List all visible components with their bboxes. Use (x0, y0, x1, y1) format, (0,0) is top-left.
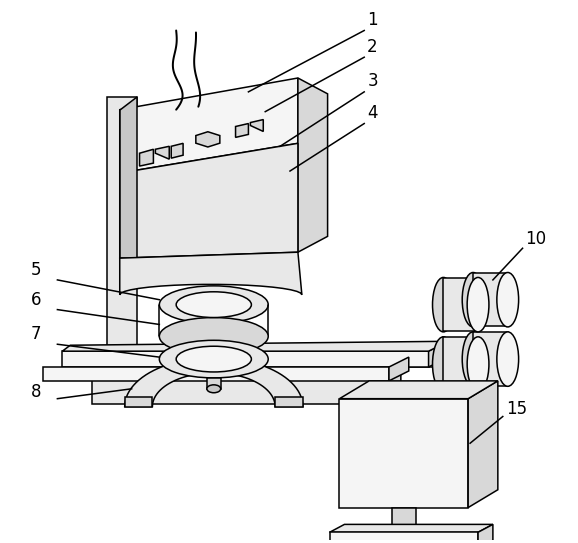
Polygon shape (443, 278, 478, 331)
Polygon shape (339, 399, 468, 508)
Polygon shape (329, 532, 478, 543)
Polygon shape (120, 252, 302, 295)
Ellipse shape (462, 273, 484, 327)
Polygon shape (428, 342, 449, 367)
Text: 4: 4 (367, 104, 377, 122)
Text: 2: 2 (367, 38, 378, 56)
Text: 7: 7 (31, 325, 41, 343)
Polygon shape (298, 78, 328, 252)
Polygon shape (171, 143, 183, 158)
Polygon shape (120, 97, 136, 258)
Polygon shape (443, 337, 478, 391)
Polygon shape (196, 132, 220, 147)
Polygon shape (473, 273, 507, 326)
Polygon shape (207, 378, 221, 389)
Ellipse shape (160, 340, 268, 378)
Ellipse shape (467, 277, 489, 332)
Polygon shape (139, 149, 153, 166)
Ellipse shape (176, 346, 251, 372)
Ellipse shape (176, 292, 251, 318)
Ellipse shape (497, 273, 518, 327)
Polygon shape (379, 365, 401, 403)
Text: 1: 1 (367, 10, 378, 29)
Text: 6: 6 (31, 291, 41, 308)
Polygon shape (392, 508, 416, 532)
Polygon shape (275, 397, 303, 407)
Polygon shape (478, 525, 493, 543)
Polygon shape (155, 146, 169, 159)
Polygon shape (379, 351, 488, 367)
Ellipse shape (432, 337, 454, 392)
Ellipse shape (467, 337, 489, 392)
Polygon shape (120, 78, 298, 173)
Polygon shape (62, 351, 428, 367)
Ellipse shape (432, 277, 454, 332)
Polygon shape (250, 119, 263, 131)
Ellipse shape (497, 332, 518, 386)
Polygon shape (488, 342, 506, 367)
Polygon shape (92, 365, 401, 377)
Polygon shape (339, 381, 498, 399)
Polygon shape (236, 123, 249, 137)
Polygon shape (92, 377, 379, 403)
Polygon shape (125, 397, 153, 407)
Polygon shape (389, 357, 409, 381)
Polygon shape (107, 97, 136, 359)
Text: 8: 8 (31, 383, 41, 401)
Polygon shape (473, 332, 507, 386)
Text: 3: 3 (367, 72, 378, 90)
Polygon shape (43, 367, 389, 381)
Ellipse shape (462, 332, 484, 386)
Polygon shape (120, 143, 298, 258)
Ellipse shape (160, 286, 268, 324)
Polygon shape (125, 358, 303, 407)
Polygon shape (468, 381, 498, 508)
Polygon shape (329, 525, 493, 532)
Polygon shape (62, 342, 449, 351)
Text: 5: 5 (31, 261, 41, 279)
Ellipse shape (207, 385, 221, 393)
Text: 10: 10 (525, 230, 547, 248)
Text: 15: 15 (506, 400, 527, 418)
Ellipse shape (160, 318, 268, 355)
